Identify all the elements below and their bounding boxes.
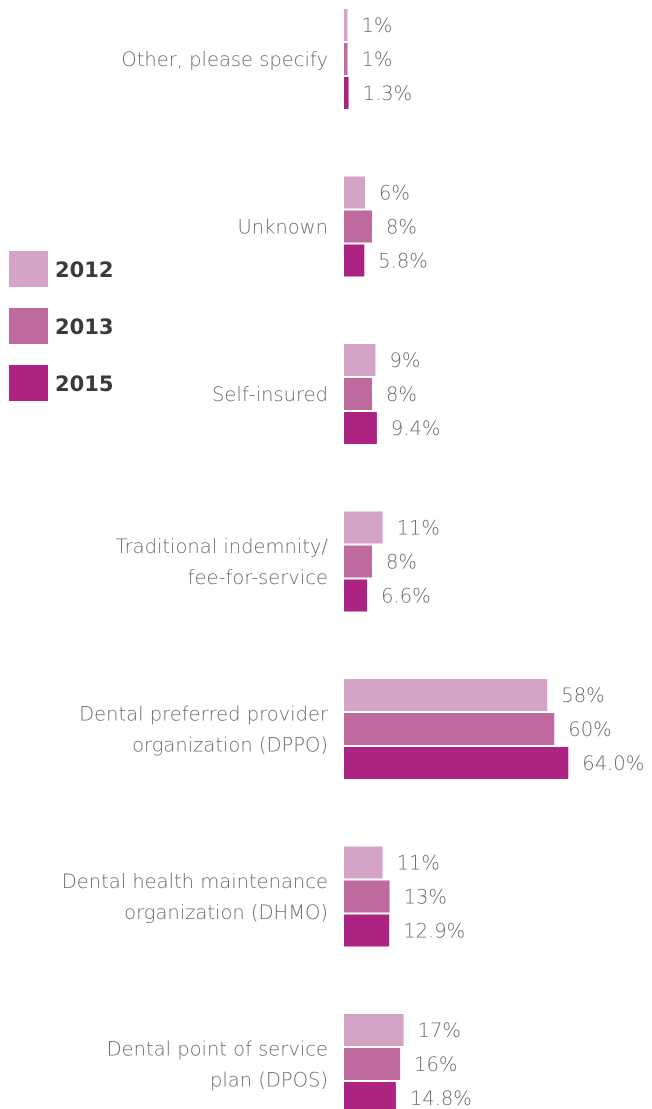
data-label-2015-dental-preferred-provider-organization-dppo: 64.0%: [582, 752, 644, 775]
bar-2013-dental-point-of-service-plan-dpos: [344, 1048, 401, 1080]
bar-2012-dental-health-maintenance-organization-dhmo: [344, 846, 383, 879]
legend-label-2013: 2013: [55, 315, 113, 339]
bar-2015-dental-point-of-service-plan-dpos: [344, 1082, 396, 1109]
data-label-2013-traditional-indemnity-fee-for-service: 8%: [386, 551, 417, 574]
bar-2013-other-please-specify: [344, 43, 348, 75]
value-labels: 1% 1% 1.3% 6% 8% 5.8% 9% 8% 9.4% 11% 8% 6.6% 58% 60% 6…: [362, 14, 645, 1109]
bars: [344, 9, 569, 1109]
category-labels: Other, please specify Unknown Self-insured…: [62, 48, 329, 1092]
bar-2013-dental-preferred-provider-organization-dppo: [344, 713, 555, 745]
bar-2015-dental-preferred-provider-organization-dppo: [344, 747, 569, 779]
data-label-2012-self-insured: 9%: [390, 349, 421, 372]
data-label-2012-dental-health-maintenance-organization-dhmo: 11%: [397, 852, 440, 875]
bar-2013-self-insured: [344, 378, 372, 410]
data-label-2013-unknown: 8%: [386, 216, 417, 239]
data-label-2015-dental-health-maintenance-organization-dhmo: 12.9%: [403, 920, 465, 943]
data-label-2015-other-please-specify: 1.3%: [363, 82, 413, 105]
bar-2013-traditional-indemnity-fee-for-service: [344, 545, 372, 578]
data-label-2013-dental-point-of-service-plan-dpos: 16%: [414, 1053, 457, 1076]
category-label-unknown: Unknown: [237, 216, 328, 239]
category-label-self-insured: Self-insured: [212, 383, 328, 406]
category-label-dental-health-maintenance-organization-dhmo: organization (DHMO): [124, 901, 328, 924]
bar-2013-dental-health-maintenance-organization-dhmo: [344, 880, 390, 913]
bar-2015-self-insured: [344, 412, 377, 444]
legend: 2012 2013 2015: [9, 251, 113, 401]
legend-label-2012: 2012: [55, 258, 113, 282]
category-label-dental-point-of-service-plan-dpos: Dental point of service: [107, 1038, 328, 1061]
bar-2012-traditional-indemnity-fee-for-service: [344, 511, 383, 544]
legend-swatch-2012: [9, 251, 48, 287]
data-label-2013-dental-health-maintenance-organization-dhmo: 13%: [404, 886, 447, 909]
bar-2012-dental-point-of-service-plan-dpos: [344, 1014, 404, 1046]
data-label-2015-dental-point-of-service-plan-dpos: 14.8%: [410, 1087, 472, 1109]
bar-2013-unknown: [344, 210, 372, 243]
data-label-2013-other-please-specify: 1%: [362, 48, 393, 71]
bar-2012-unknown: [344, 176, 365, 209]
bar-2012-other-please-specify: [344, 9, 348, 41]
data-label-2013-dental-preferred-provider-organization-dppo: 60%: [568, 718, 611, 741]
bar-2012-dental-preferred-provider-organization-dppo: [344, 679, 548, 711]
bar-2015-dental-health-maintenance-organization-dhmo: [344, 914, 390, 947]
data-label-2015-self-insured: 9.4%: [391, 417, 441, 440]
data-label-2012-unknown: 6%: [379, 182, 410, 205]
category-label-other-please-specify: Other, please specify: [121, 48, 328, 71]
data-label-2015-traditional-indemnity-fee-for-service: 6.6%: [381, 585, 431, 608]
data-label-2013-self-insured: 8%: [386, 383, 417, 406]
legend-label-2015: 2015: [55, 372, 113, 396]
legend-swatch-2013: [9, 308, 48, 344]
bar-2015-other-please-specify: [344, 77, 349, 109]
data-label-2012-other-please-specify: 1%: [362, 14, 393, 37]
category-label-dental-preferred-provider-organization-dppo: organization (DPPO): [132, 734, 328, 757]
data-label-2012-dental-preferred-provider-organization-dppo: 58%: [561, 684, 604, 707]
data-label-2012-dental-point-of-service-plan-dpos: 17%: [418, 1019, 461, 1042]
bar-2012-self-insured: [344, 344, 376, 376]
bar-2015-unknown: [344, 244, 365, 277]
data-label-2012-traditional-indemnity-fee-for-service: 11%: [397, 517, 440, 540]
data-label-2015-unknown: 5.8%: [378, 250, 428, 273]
legend-swatch-2015: [9, 365, 48, 401]
category-label-dental-health-maintenance-organization-dhmo: Dental health maintenance: [62, 870, 328, 893]
category-label-dental-point-of-service-plan-dpos: plan (DPOS): [210, 1069, 328, 1092]
category-label-traditional-indemnity-fee-for-service: Traditional indemnity/: [116, 535, 329, 558]
category-label-dental-preferred-provider-organization-dppo: Dental preferred provider: [79, 703, 328, 726]
bar-2015-traditional-indemnity-fee-for-service: [344, 579, 368, 612]
category-label-traditional-indemnity-fee-for-service: fee-for-service: [188, 566, 328, 589]
